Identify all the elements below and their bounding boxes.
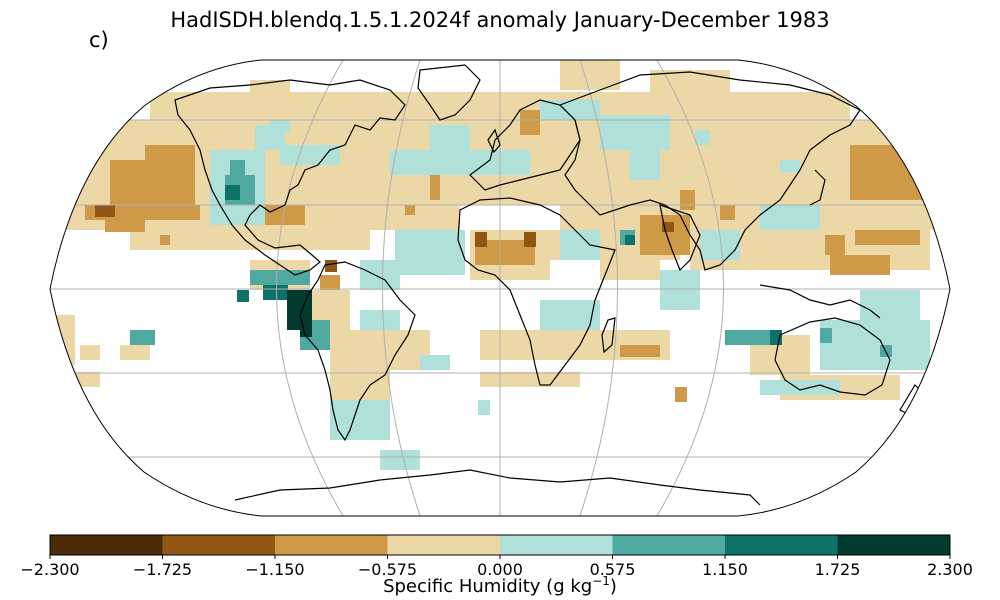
moderate-positive-cells [130,160,892,357]
weak-positive-cells [130,100,930,470]
india-coast [659,204,701,272]
antarctica-coast [234,469,761,506]
japan-coast [809,169,826,206]
australia-coast [774,317,891,396]
strong-negative-cells [95,205,674,272]
extreme-positive-cells [287,290,312,337]
panel-label: c) [89,28,109,52]
greenland-coast [417,64,481,121]
graticule [50,60,950,516]
map-title: HadISDH.blendq.1.5.1.2024f anomaly Janua… [170,8,830,32]
colorbar-label: Specific Humidity (g kg−1) [383,574,617,597]
uk-coast [487,128,501,154]
madagascar-coast [601,317,616,354]
africa-coast [457,197,616,386]
coastlines [174,64,926,506]
indonesia-coast [759,284,881,319]
north-america-coast [174,79,406,276]
south-america-coast [299,261,416,442]
asia-coast [558,71,861,271]
map-boundary [49,59,951,517]
